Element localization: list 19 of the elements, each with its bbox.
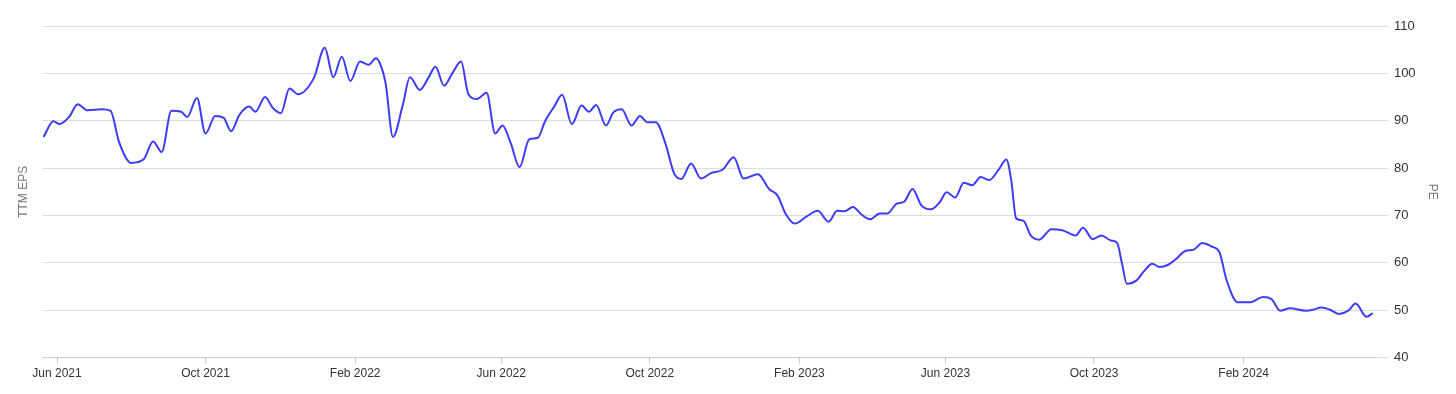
y2-tick-label: 40 [1393,349,1409,365]
y2-tick-label: 70 [1393,207,1409,223]
x-tick-label: Feb 2024 [1218,366,1270,381]
x-tick-label: Jun 2023 [920,366,971,381]
y-axis-title: TTM EPS [15,165,30,218]
y2-tick-label: 60 [1393,254,1409,270]
x-tick-label: Jun 2022 [476,366,527,381]
y2-tick-label: 100 [1393,64,1416,80]
x-tick-label: Jun 2021 [32,366,83,381]
y2-tick-label: 90 [1393,112,1409,128]
x-tick-label: Oct 2023 [1069,366,1119,381]
x-tick-label: Feb 2022 [329,366,381,381]
x-tick-label: Oct 2022 [625,366,675,381]
x-tick-label: Feb 2023 [774,366,826,381]
y2-tick-label: 50 [1393,301,1409,317]
x-tick-label: Oct 2021 [181,366,231,381]
y2-tick-label: 80 [1393,159,1409,175]
y2-tick-label: 110 [1393,17,1415,33]
y2-axis-title: PE [1426,183,1441,200]
